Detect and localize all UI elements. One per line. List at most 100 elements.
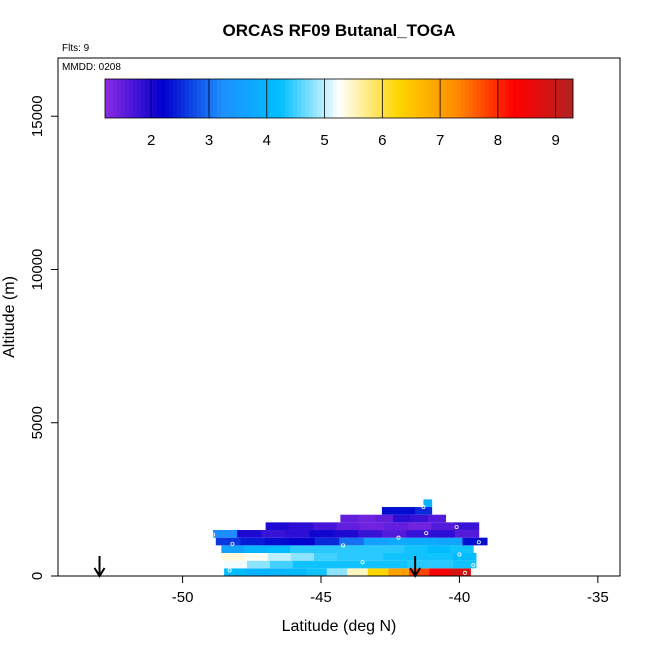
- colorbar-segment: [293, 79, 298, 118]
- heatmap-cell: [269, 560, 294, 569]
- colorbar-segment: [137, 79, 142, 118]
- heatmap-cell: [265, 568, 287, 576]
- colorbar-segment: [165, 79, 170, 118]
- heatmap-cell: [381, 507, 399, 515]
- colorbar-gradient: [104, 78, 574, 119]
- colorbar-segment: [537, 79, 542, 118]
- heatmap-cell: [221, 545, 245, 554]
- heatmap-cell: [430, 530, 456, 538]
- colorbar-segment: [257, 79, 262, 118]
- colorbar-segment: [117, 79, 122, 118]
- colorbar-segment: [225, 79, 230, 118]
- heatmap-cell: [265, 537, 291, 546]
- colorbar-segment: [201, 79, 206, 118]
- heatmap-cell: [290, 553, 315, 561]
- colorbar-segment: [553, 79, 558, 118]
- heatmap-cell: [314, 537, 340, 546]
- colorbar-segment: [309, 79, 314, 118]
- heatmap-cell: [449, 568, 471, 576]
- heatmap-cell: [383, 553, 407, 561]
- colorbar-segment: [369, 79, 374, 118]
- colorbar-tick-label: 7: [436, 132, 444, 149]
- colorbar-segment: [393, 79, 398, 118]
- colorbar-segment: [333, 79, 338, 118]
- colorbar-segment: [377, 79, 382, 118]
- heatmap-cell: [363, 537, 389, 546]
- heatmap-cell: [382, 530, 407, 538]
- heatmap-cell: [289, 522, 314, 531]
- colorbar-segment: [217, 79, 222, 118]
- colorbar-segment: [269, 79, 274, 118]
- colorbar-segment: [561, 79, 566, 118]
- heatmap-cell: [367, 568, 389, 576]
- heatmap-cell: [406, 553, 431, 561]
- heatmap-cell: [450, 545, 474, 554]
- heatmap-cell: [415, 507, 433, 515]
- sample-point: [454, 524, 459, 529]
- heatmap-cell: [392, 514, 411, 523]
- colorbar-frame: [104, 78, 574, 119]
- colorbar-segment: [433, 79, 438, 118]
- heatmap-cell: [267, 553, 292, 561]
- colorbar-segment: [505, 79, 510, 118]
- heatmap-cell: [361, 560, 385, 569]
- colorbar-ticks: 2 3 4 5 6 7 8 9: [147, 79, 560, 149]
- heatmap-cell: [407, 560, 431, 569]
- heatmap-cell: [430, 560, 454, 569]
- colorbar-segment: [569, 79, 574, 118]
- heatmap-cell: [313, 522, 338, 531]
- x-axis: -50 -45 -40 -35: [172, 576, 609, 606]
- colorbar-segment: [281, 79, 286, 118]
- y-tick-label: 15000: [29, 95, 46, 137]
- colorbar-segment: [457, 79, 462, 118]
- colorbar-segment: [533, 79, 538, 118]
- heatmap-cell: [388, 568, 410, 576]
- colorbar-segment: [189, 79, 194, 118]
- colorbar-segment: [173, 79, 178, 118]
- colorbar-segment: [465, 79, 470, 118]
- sample-point: [476, 540, 481, 545]
- colorbar-segment: [345, 79, 350, 118]
- colorbar-segment: [409, 79, 414, 118]
- colorbar-segment: [365, 79, 370, 118]
- heatmap-cell: [315, 560, 340, 569]
- y-tick-label: 5000: [29, 406, 46, 439]
- heatmap-cell: [244, 568, 266, 576]
- colorbar-segment: [541, 79, 546, 118]
- colorbar-segment: [473, 79, 478, 118]
- y-tick-label: 0: [29, 572, 46, 580]
- colorbar-segment: [161, 79, 166, 118]
- date-label: MMDD: 0208: [62, 62, 121, 73]
- heatmap-cell: [384, 560, 408, 569]
- colorbar-segment: [461, 79, 466, 118]
- heatmap-cell: [290, 545, 314, 554]
- heatmap-cell: [453, 560, 477, 569]
- heatmap-cells: [213, 499, 488, 576]
- heatmap-cell: [306, 568, 328, 576]
- colorbar-tick-label: 8: [494, 132, 502, 149]
- sample-point: [421, 505, 426, 510]
- colorbar-segment: [401, 79, 406, 118]
- heatmap-cell: [215, 537, 241, 546]
- colorbar-segment: [517, 79, 522, 118]
- heatmap-cell: [213, 530, 238, 538]
- sample-point: [462, 570, 467, 575]
- colorbar-tick-label: 6: [378, 132, 386, 149]
- x-tick-label: -45: [310, 589, 332, 606]
- heatmap-cell: [244, 545, 268, 554]
- colorbar-segment: [481, 79, 486, 118]
- heatmap-cell: [388, 537, 414, 546]
- colorbar-segment: [297, 79, 302, 118]
- sample-point: [471, 563, 476, 568]
- colorbar-segment: [301, 79, 306, 118]
- heatmap-cell: [221, 553, 245, 561]
- colorbar-segment: [313, 79, 318, 118]
- heatmap-cell: [292, 560, 317, 569]
- colorbar-segment: [129, 79, 134, 118]
- x-tick-label: -40: [449, 589, 471, 606]
- colorbar-segment: [341, 79, 346, 118]
- sample-point: [360, 560, 365, 565]
- colorbar-segment: [221, 79, 226, 118]
- heatmap-cell: [358, 545, 383, 554]
